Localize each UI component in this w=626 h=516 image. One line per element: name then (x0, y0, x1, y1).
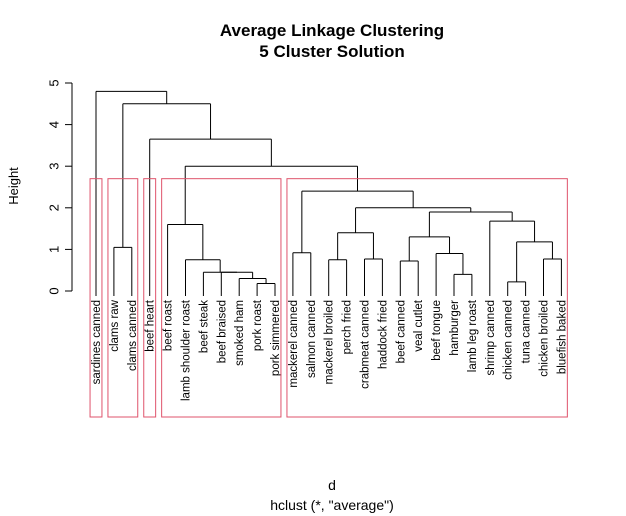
leaf-label: chicken broiled (539, 300, 551, 377)
x-axis-label: d (328, 477, 336, 493)
leaf-labels: sardines canned clams raw clams canned beef… (91, 299, 568, 401)
leaf-label: mackerel canned (288, 300, 300, 388)
chart-title: Average Linkage Clustering (220, 21, 444, 40)
y-tick-label: 4 (47, 121, 62, 128)
dendrogram-tree (95, 90, 562, 296)
leaf-label: haddock fried (377, 300, 389, 369)
chart-subtitle: 5 Cluster Solution (259, 42, 404, 61)
y-tick-label: 3 (47, 163, 62, 170)
cluster-box (143, 178, 157, 418)
leaf-label: beef roast (163, 299, 175, 351)
leaf-label: clams raw (109, 299, 121, 351)
leaf-label: lamb shoulder roast (181, 299, 193, 401)
y-tick-label: 1 (47, 246, 62, 253)
leaf-label: chicken canned (503, 300, 515, 380)
y-axis: 0 1 2 3 4 5 (47, 79, 73, 295)
leaf-label: beef canned (395, 300, 407, 363)
leaf-label: beef tongue (431, 300, 443, 361)
leaf-label: smoked ham (234, 300, 246, 366)
cluster-box (161, 178, 282, 418)
leaf-label: sardines canned (91, 300, 103, 384)
cluster-box (286, 178, 568, 418)
leaf-label: tuna canned (521, 300, 533, 363)
cluster-box (89, 178, 103, 418)
y-tick-label: 5 (47, 79, 62, 86)
leaf-label: hamburger (449, 300, 461, 356)
y-axis-label: Height (6, 167, 21, 205)
leaf-label: beef braised (216, 300, 228, 363)
leaf-label: lamb leg roast (467, 299, 479, 372)
cluster-box (107, 178, 139, 418)
cluster-boxes (89, 178, 568, 418)
leaf-label: pork simmered (270, 300, 282, 376)
leaf-label: beef steak (198, 300, 210, 353)
leaf-label: pork roast (252, 299, 264, 351)
leaf-label: crabmeat canned (360, 300, 372, 389)
leaf-label: mackerel broiled (324, 300, 336, 384)
leaf-label: shrimp canned (485, 300, 497, 375)
leaf-label: beef heart (145, 299, 157, 352)
y-tick-label: 0 (47, 287, 62, 294)
leaf-label: perch fried (342, 300, 354, 354)
leaf-label: veal cutlet (413, 299, 425, 352)
y-tick-label: 2 (47, 204, 62, 211)
leaf-label: bluefish baked (556, 300, 568, 374)
method-sublabel: hclust (*, "average") (270, 497, 394, 513)
leaf-label: salmon canned (306, 300, 318, 378)
leaf-label: clams canned (127, 300, 139, 371)
